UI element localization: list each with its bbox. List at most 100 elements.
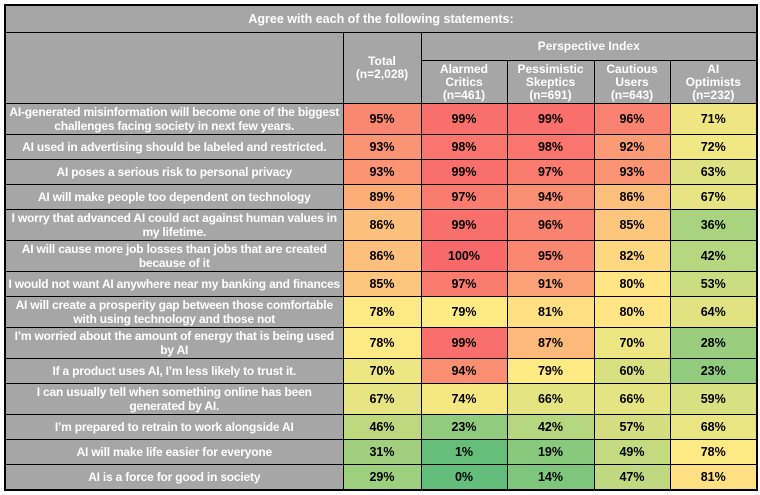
- value-cell: 78%: [669, 439, 758, 465]
- statement-cell: I’m prepared to retrain to work alongsid…: [4, 414, 344, 440]
- value-cell: 68%: [669, 414, 758, 440]
- statement-cell: AI will cause more job losses than jobs …: [4, 240, 344, 272]
- survey-heatmap-table: Agree with each of the following stateme…: [4, 4, 758, 491]
- value-cell: 23%: [420, 414, 508, 440]
- value-cell: 96%: [593, 103, 671, 135]
- value-cell: 63%: [669, 159, 758, 185]
- value-cell: 70%: [593, 327, 671, 359]
- statement-cell: AI-generated misinformation will become …: [4, 103, 344, 135]
- value-cell: 86%: [342, 240, 422, 272]
- value-cell: 99%: [420, 159, 508, 185]
- value-cell: 85%: [593, 209, 671, 241]
- statement-cell: I worry that advanced AI could act again…: [4, 209, 344, 241]
- value-cell: 97%: [420, 184, 508, 210]
- table-row: AI-generated misinformation will become …: [4, 103, 758, 135]
- column-header-ai-optimists: AI Optimists (n=232): [669, 60, 758, 104]
- value-cell: 70%: [342, 358, 422, 384]
- value-cell: 72%: [669, 134, 758, 160]
- value-cell: 0%: [420, 464, 508, 491]
- table-row: AI is a force for good in society 29% 0% 14…: [4, 464, 758, 491]
- value-cell: 67%: [669, 184, 758, 210]
- column-header-total: Total (n=2,028): [342, 32, 422, 104]
- table-row: AI will create a prosperity gap between …: [4, 296, 758, 328]
- value-cell: 99%: [420, 209, 508, 241]
- column-header-pessimistic-skeptics: Pessimistic Skeptics (n=691): [506, 60, 595, 104]
- table-row: I can usually tell when something online…: [4, 383, 758, 415]
- statement-cell: AI is a force for good in society: [4, 464, 344, 491]
- table-row: AI will make life easier for everyone 31%…: [4, 439, 758, 465]
- value-cell: 98%: [420, 134, 508, 160]
- statement-cell: AI poses a serious risk to personal priv…: [4, 159, 344, 185]
- value-cell: 46%: [342, 414, 422, 440]
- table-row: I would not want AI anywhere near my ban…: [4, 271, 758, 297]
- value-cell: 93%: [342, 159, 422, 185]
- perspective-index-header: Perspective Index: [420, 32, 758, 61]
- table-row: If a product uses AI, I’m less likely to…: [4, 358, 758, 384]
- value-cell: 49%: [593, 439, 671, 465]
- value-cell: 80%: [593, 296, 671, 328]
- value-cell: 95%: [342, 103, 422, 135]
- value-cell: 99%: [420, 327, 508, 359]
- header-subgroup-row: Alarmed Critics (n=461) Pessimistic Skep…: [5, 60, 758, 104]
- statement-cell: I would not want AI anywhere near my ban…: [4, 271, 344, 297]
- value-cell: 31%: [342, 439, 422, 465]
- title-row: Agree with each of the following stateme…: [4, 4, 758, 33]
- value-cell: 99%: [506, 103, 595, 135]
- value-cell: 64%: [669, 296, 758, 328]
- value-cell: 94%: [506, 184, 595, 210]
- value-cell: 92%: [593, 134, 671, 160]
- table-row: AI poses a serious risk to personal priv…: [4, 159, 758, 185]
- value-cell: 93%: [593, 159, 671, 185]
- table-row: AI will make people too dependent on tec…: [4, 184, 758, 210]
- table-row: I’m prepared to retrain to work alongsid…: [4, 414, 758, 440]
- value-cell: 79%: [420, 296, 508, 328]
- column-header-alarmed-critics: Alarmed Critics (n=461): [420, 60, 508, 104]
- statement-cell: AI will make people too dependent on tec…: [4, 184, 344, 210]
- value-cell: 28%: [669, 327, 758, 359]
- value-cell: 97%: [420, 271, 508, 297]
- value-cell: 53%: [669, 271, 758, 297]
- value-cell: 42%: [506, 414, 595, 440]
- value-cell: 81%: [669, 464, 758, 491]
- header-group-row: Total (n=2,028) Perspective Index: [4, 32, 758, 104]
- table-row: I worry that advanced AI could act again…: [4, 209, 758, 241]
- statement-cell: AI used in advertising should be labeled…: [4, 134, 344, 160]
- value-cell: 74%: [420, 383, 508, 415]
- value-cell: 87%: [506, 327, 595, 359]
- value-cell: 82%: [593, 240, 671, 272]
- value-cell: 86%: [593, 184, 671, 210]
- value-cell: 29%: [342, 464, 422, 491]
- value-cell: 96%: [506, 209, 595, 241]
- value-cell: 78%: [342, 296, 422, 328]
- value-cell: 36%: [669, 209, 758, 241]
- value-cell: 1%: [420, 439, 508, 465]
- table-row: I’m worried about the amount of energy t…: [4, 327, 758, 359]
- table-body: AI-generated misinformation will become …: [4, 103, 758, 491]
- column-header-cautious-users: Cautious Users (n=643): [593, 60, 671, 104]
- value-cell: 80%: [593, 271, 671, 297]
- value-cell: 59%: [669, 383, 758, 415]
- value-cell: 97%: [506, 159, 595, 185]
- value-cell: 86%: [342, 209, 422, 241]
- table-row: AI used in advertising should be labeled…: [4, 134, 758, 160]
- value-cell: 100%: [420, 240, 508, 272]
- value-cell: 66%: [593, 383, 671, 415]
- value-cell: 99%: [420, 103, 508, 135]
- value-cell: 19%: [506, 439, 595, 465]
- value-cell: 78%: [342, 327, 422, 359]
- table-title: Agree with each of the following stateme…: [4, 4, 758, 33]
- statement-column-header: [4, 32, 344, 104]
- value-cell: 85%: [342, 271, 422, 297]
- statement-cell: AI will create a prosperity gap between …: [4, 296, 344, 328]
- value-cell: 89%: [342, 184, 422, 210]
- value-cell: 91%: [506, 271, 595, 297]
- statement-cell: I’m worried about the amount of energy t…: [4, 327, 344, 359]
- value-cell: 71%: [669, 103, 758, 135]
- statement-cell: I can usually tell when something online…: [4, 383, 344, 415]
- value-cell: 67%: [342, 383, 422, 415]
- value-cell: 95%: [506, 240, 595, 272]
- statement-cell: AI will make life easier for everyone: [4, 439, 344, 465]
- value-cell: 23%: [669, 358, 758, 384]
- value-cell: 94%: [420, 358, 508, 384]
